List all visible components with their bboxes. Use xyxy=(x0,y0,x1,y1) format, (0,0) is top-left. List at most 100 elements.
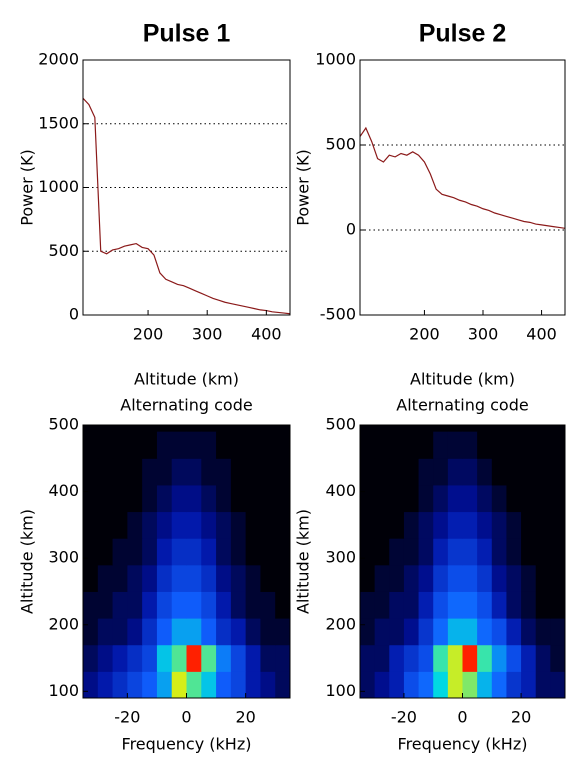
heat-cell xyxy=(360,644,376,672)
heat-cell xyxy=(142,484,158,513)
heat-cell xyxy=(403,484,420,513)
heat-cell xyxy=(477,644,493,672)
heat-cell xyxy=(418,538,434,566)
heat-cell xyxy=(171,591,187,619)
heat-cell xyxy=(260,591,276,619)
heat-cell xyxy=(403,591,420,619)
heat-cell xyxy=(374,618,390,646)
heat-cell xyxy=(491,458,507,486)
heat-cell xyxy=(216,644,232,672)
heat-cell xyxy=(418,511,434,539)
heat-cell xyxy=(260,538,276,566)
heat-cell xyxy=(521,431,537,459)
x-tick-label: 0 xyxy=(457,708,467,727)
x-tick-label: -20 xyxy=(391,708,417,727)
heat-cell xyxy=(156,431,173,459)
heat-cell xyxy=(418,564,434,592)
heat-cell xyxy=(171,458,187,486)
heat-cell xyxy=(171,484,187,513)
heat-cell xyxy=(389,644,405,672)
heat-cell xyxy=(97,458,114,486)
chart-title: Alternating code xyxy=(396,396,528,415)
heat-cell xyxy=(418,431,434,459)
heat-cell xyxy=(535,538,551,566)
heat-cell xyxy=(506,671,522,698)
heat-cell xyxy=(462,644,478,672)
heat-cell xyxy=(506,538,522,566)
heat-cell xyxy=(389,458,405,486)
heat-cell xyxy=(97,484,114,513)
heat-cell xyxy=(230,644,247,672)
heat-cell xyxy=(216,511,232,539)
heat-cell xyxy=(462,458,478,486)
y-tick-label: 400 xyxy=(48,481,79,500)
heat-cell xyxy=(142,618,158,646)
heat-cell xyxy=(260,671,276,698)
heat-cell xyxy=(462,618,478,646)
heat-cell xyxy=(230,564,247,592)
heat-cell xyxy=(275,618,290,646)
heat-cell xyxy=(83,618,99,646)
heat-cell xyxy=(245,618,261,646)
heat-cell xyxy=(418,458,434,486)
heat-cell xyxy=(142,458,158,486)
heat-cell xyxy=(216,431,232,459)
heat-cell xyxy=(142,671,158,698)
heat-cell xyxy=(535,591,551,619)
heat-cell xyxy=(521,538,537,566)
heat-cell xyxy=(216,671,232,698)
heat-cell xyxy=(403,564,420,592)
heat-cell xyxy=(506,431,522,459)
heat-cell xyxy=(477,458,493,486)
heat-cell xyxy=(535,644,551,672)
heat-cell xyxy=(447,431,463,459)
x-tick-label: 400 xyxy=(526,325,557,344)
heat-cell xyxy=(142,538,158,566)
y-tick-label: 300 xyxy=(325,548,356,567)
heat-cell xyxy=(275,591,290,619)
y-tick-label: 1000 xyxy=(38,177,79,196)
y-axis-label: Altitude (km) xyxy=(18,509,37,614)
heat-cell xyxy=(447,618,463,646)
heat-cell xyxy=(433,591,449,619)
heat-cell xyxy=(506,644,522,672)
x-tick-label: 20 xyxy=(235,708,255,727)
heat-cell xyxy=(403,431,420,459)
y-tick-label: 2000 xyxy=(38,50,79,69)
heat-cell xyxy=(491,644,507,672)
heat-cell xyxy=(275,511,290,539)
heat-cell xyxy=(462,538,478,566)
heat-cell xyxy=(127,458,143,486)
heat-cell xyxy=(447,538,463,566)
heat-cell xyxy=(260,431,276,459)
heat-cell xyxy=(201,564,217,592)
heat-cell xyxy=(112,671,128,698)
plot-area xyxy=(83,60,290,315)
heat-cell xyxy=(535,458,551,486)
heat-cell xyxy=(433,564,449,592)
x-tick-label: 20 xyxy=(511,708,531,727)
heat-cell xyxy=(477,671,493,698)
heat-cell xyxy=(230,484,247,513)
heat-cell xyxy=(374,458,390,486)
heat-cell xyxy=(127,511,143,539)
y-axis-label: Power (K) xyxy=(18,149,37,225)
heat-cell xyxy=(142,511,158,539)
heat-cell xyxy=(374,484,390,513)
heat-cell xyxy=(127,591,143,619)
heat-cell xyxy=(142,431,158,459)
heat-cell xyxy=(389,618,405,646)
heat-cell xyxy=(477,538,493,566)
plot-background xyxy=(360,60,565,315)
heat-cell xyxy=(156,484,173,513)
heat-cell xyxy=(418,644,434,672)
heat-cell xyxy=(418,484,434,513)
heat-cell xyxy=(201,511,217,539)
heat-cell xyxy=(112,511,128,539)
heat-cell xyxy=(433,458,449,486)
heat-cell xyxy=(275,458,290,486)
heat-cell xyxy=(245,538,261,566)
heat-cell xyxy=(216,591,232,619)
heat-cell xyxy=(186,618,202,646)
